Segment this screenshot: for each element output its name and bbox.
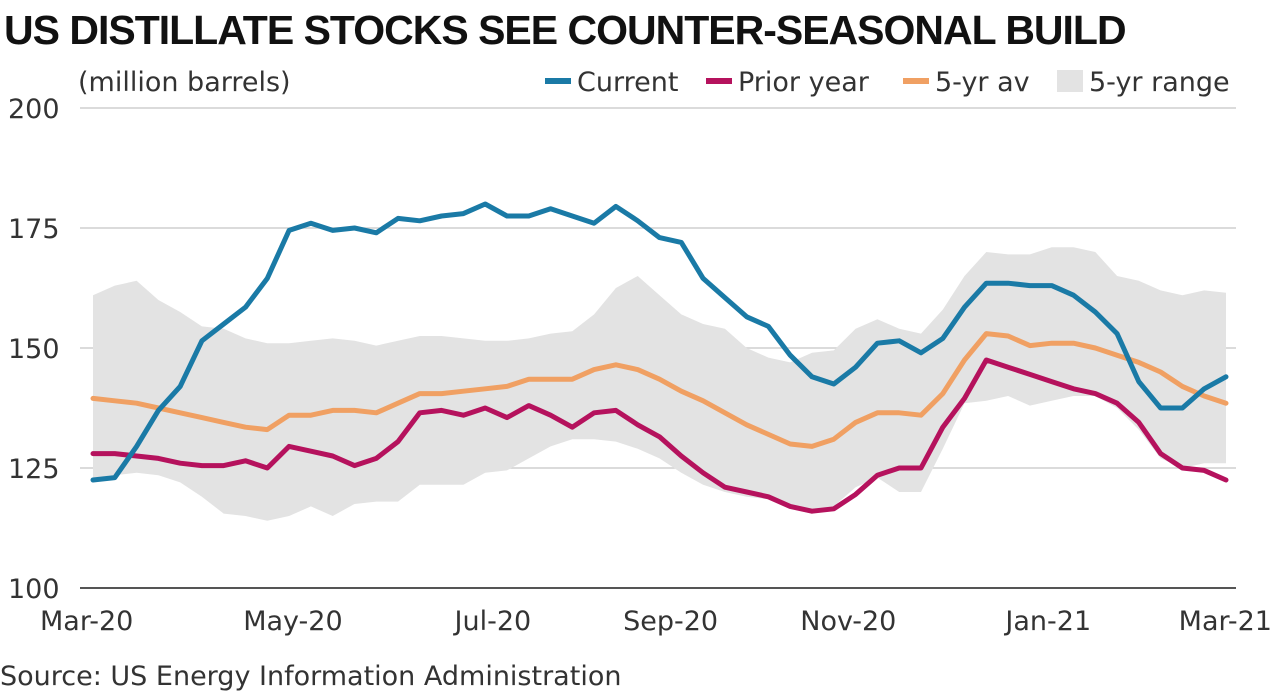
legend-swatch-5-yr-range <box>1057 70 1083 92</box>
range-band-area <box>93 247 1226 521</box>
source-note: Source: US Energy Information Administra… <box>0 661 621 692</box>
y-tick-label-200: 200 <box>8 94 60 125</box>
x-tick-label-nov-20: Nov-20 <box>800 606 896 637</box>
legend-label-5-yr-range: 5-yr range <box>1089 67 1230 98</box>
series-line-5-yr-av <box>90 331 1229 449</box>
x-axis-ticks: Mar-20 May-20 Jul-20 Sep-20 Nov-20 Jan-21 Mar-… <box>40 606 1272 637</box>
x-tick-label-jan-21: Jan-21 <box>1003 606 1091 637</box>
legend-label-current: Current <box>577 67 678 98</box>
x-tick-label-sep-20: Sep-20 <box>623 606 718 637</box>
five-year-range-band <box>93 247 1226 521</box>
x-tick-label-mar-21: Mar-21 <box>1179 606 1272 637</box>
y-tick-label-175: 175 <box>8 214 60 245</box>
x-tick-label-jul-20: Jul-20 <box>453 606 532 637</box>
series-line-prior-year <box>90 357 1229 514</box>
series-lines <box>90 201 1229 514</box>
chart-title: US DISTILLATE STOCKS SEE COUNTER-SEASONA… <box>4 7 1126 53</box>
legend-label-5-yr-av: 5-yr av <box>935 67 1030 98</box>
legend: Current Prior year 5-yr av 5-yr range <box>545 67 1230 98</box>
y-tick-label-100: 100 <box>8 574 60 605</box>
y-axis-unit-label: (million barrels) <box>78 67 291 98</box>
series-line-current <box>90 201 1229 483</box>
y-tick-label-125: 125 <box>8 454 60 485</box>
legend-label-prior-year: Prior year <box>738 67 870 98</box>
x-tick-label-mar-20: Mar-20 <box>40 606 133 637</box>
x-tick-label-may-20: May-20 <box>243 606 342 637</box>
y-axis-ticks: 100 125 150 175 200 <box>8 94 60 605</box>
y-tick-label-150: 150 <box>8 334 60 365</box>
